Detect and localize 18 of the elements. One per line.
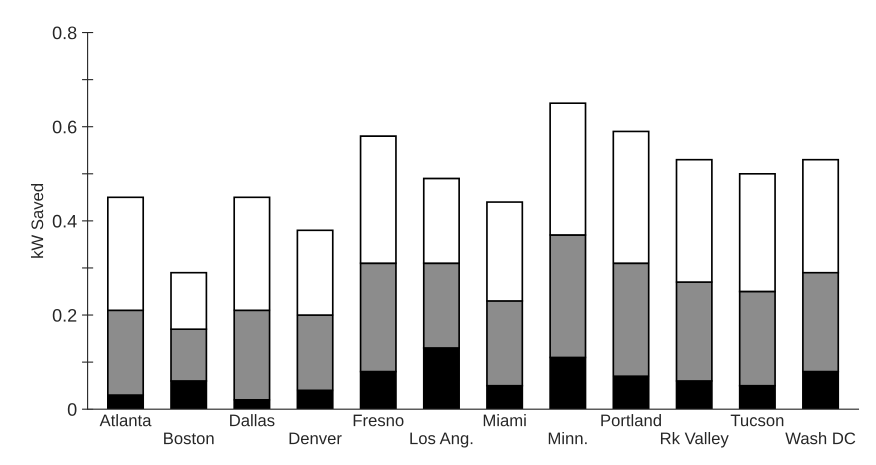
x-tick-label: Portland bbox=[601, 414, 661, 426]
x-tick-label: Minn. bbox=[548, 432, 587, 444]
y-tick-label: 0.4 bbox=[52, 214, 77, 228]
x-tick-label: Boston bbox=[164, 432, 214, 444]
x-tick-label: Tucson bbox=[730, 414, 784, 426]
x-tick-label: Rk Valley bbox=[660, 432, 729, 448]
x-tick-label: Miami bbox=[484, 414, 526, 426]
y-tick-label: 0.2 bbox=[52, 308, 76, 322]
y-axis-title: kW Saved bbox=[30, 184, 44, 258]
x-tick-label: Fresno bbox=[354, 414, 404, 426]
y-tick-label: 0.8 bbox=[52, 26, 76, 40]
y-tick-label: 0.6 bbox=[52, 120, 76, 134]
x-tick-label: Los Ang. bbox=[410, 432, 472, 448]
x-tick-label: Atlanta bbox=[100, 414, 152, 426]
x-tick-label: Denver bbox=[290, 432, 342, 444]
x-tick-label: Dallas bbox=[230, 414, 274, 426]
y-tick-label: 0 bbox=[68, 403, 76, 416]
x-tick-label: Wash DC bbox=[785, 432, 856, 444]
